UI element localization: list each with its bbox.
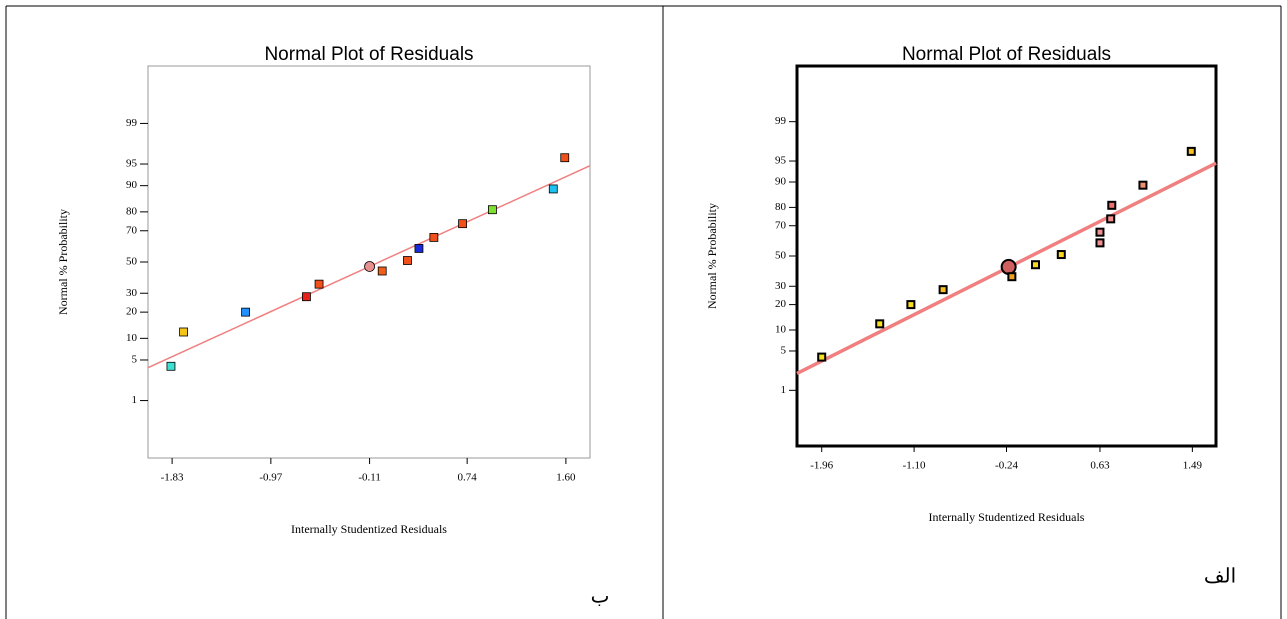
point [817, 352, 827, 362]
point [429, 233, 439, 242]
point [403, 256, 412, 265]
chart-title: Normal Plot of Residuals [902, 44, 1111, 65]
x-tick-label: 0.63 [1090, 460, 1110, 472]
x-tick-label: 1.49 [1183, 460, 1203, 472]
point [241, 307, 250, 317]
point [1056, 250, 1066, 260]
point [548, 184, 558, 194]
x-axis-label: Internally Studentized Residuals [929, 510, 1085, 524]
point [414, 244, 424, 253]
point [1186, 146, 1196, 156]
y-tick-label: 90 [775, 176, 787, 188]
point [302, 292, 311, 302]
y-tick-label: 30 [126, 287, 138, 299]
y-tick-label: 99 [775, 115, 787, 127]
point [364, 261, 375, 272]
point [179, 327, 188, 337]
x-tick-label: -1.83 [161, 472, 184, 484]
point [560, 153, 570, 163]
x-tick-label: -0.97 [259, 472, 282, 484]
point [1107, 200, 1117, 210]
y-tick-label: 5 [132, 354, 138, 366]
point [458, 219, 467, 229]
y-tick-label: 5 [781, 345, 787, 357]
y-tick-label: 20 [775, 298, 787, 310]
panel-label: ب [591, 586, 610, 608]
x-tick-label: 1.60 [556, 472, 576, 484]
point [166, 361, 176, 371]
y-tick-label: 50 [775, 250, 787, 262]
x-tick-label: -1.10 [903, 460, 926, 472]
panel-label: الف [1204, 566, 1236, 588]
y-tick-label: 80 [775, 201, 787, 213]
y-tick-label: 80 [126, 205, 138, 217]
x-tick-label: -0.11 [358, 472, 381, 484]
point [1031, 260, 1041, 270]
y-tick-label: 1 [132, 394, 138, 406]
point [377, 266, 387, 276]
plot-frame [795, 64, 1218, 448]
y-tick-label: 30 [775, 280, 787, 292]
y-tick-label: 10 [775, 324, 787, 336]
point [1138, 180, 1148, 190]
point [1095, 238, 1105, 248]
point [875, 319, 885, 329]
point [906, 300, 916, 310]
y-tick-label: 10 [126, 332, 138, 344]
y-tick-label: 70 [775, 219, 787, 231]
x-tick-label: -0.24 [995, 460, 1018, 472]
y-tick-label: 50 [126, 256, 138, 268]
x-axis-label: Internally Studentized Residuals [291, 522, 447, 536]
point [938, 285, 948, 295]
x-tick-label: -1.96 [810, 460, 833, 472]
y-tick-label: 20 [126, 306, 138, 318]
point [1106, 214, 1116, 224]
y-tick-label: 99 [126, 117, 138, 129]
point [1000, 258, 1017, 275]
y-tick-label: 1 [781, 384, 787, 396]
y-tick-label: 90 [126, 179, 138, 191]
y-tick-label: 95 [126, 158, 138, 170]
point [314, 279, 324, 289]
y-axis-label: Normal % Probability [705, 203, 719, 309]
point [1007, 272, 1017, 282]
y-tick-label: 70 [126, 224, 138, 236]
x-tick-label: 0.74 [458, 472, 478, 484]
y-tick-label: 95 [775, 155, 787, 167]
y-axis-label: Normal % Probability [56, 209, 70, 315]
chart-title: Normal Plot of Residuals [264, 44, 473, 65]
point [1095, 227, 1105, 237]
point [488, 205, 497, 215]
